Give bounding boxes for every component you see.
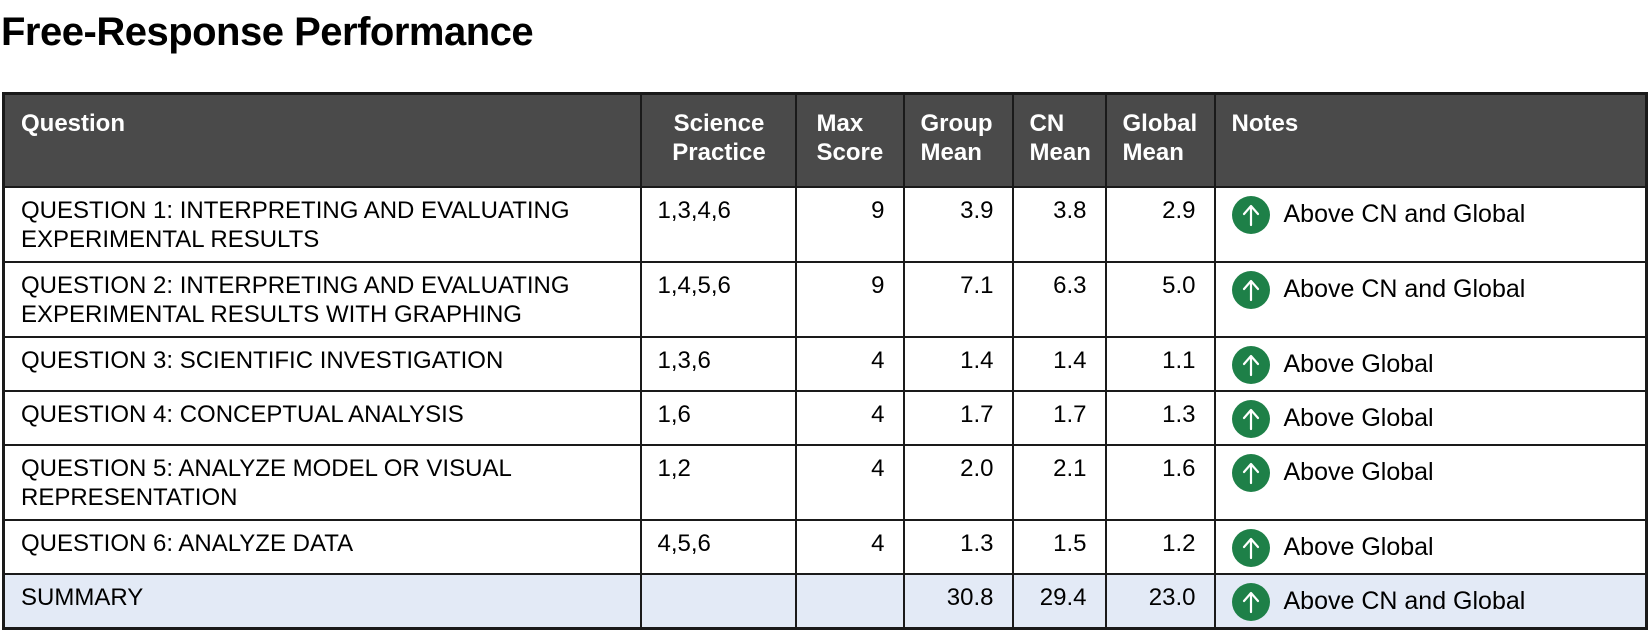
arrow-up-icon: [1231, 582, 1270, 621]
question-cell: QUESTION 4: CONCEPTUAL ANALYSIS: [2, 389, 642, 446]
header-global-mean: Global Mean: [1104, 92, 1216, 188]
header-max-score: Max Score: [794, 92, 905, 188]
notes-cell: Above Global: [1213, 335, 1648, 392]
header-notes: Notes: [1213, 92, 1648, 188]
science-practice-cell: 1,2: [639, 443, 797, 521]
arrow-up-icon: [1231, 528, 1270, 567]
summary-row: SUMMARY 30.8 29.4 23.0 Above CN and Global: [2, 572, 1648, 629]
note-text: Above Global: [1283, 458, 1434, 486]
header-science-practice: Science Practice: [639, 92, 797, 188]
page-title: Free-Response Performance: [1, 10, 534, 54]
header-row: Question Science Practice Max Score Group M…: [2, 92, 1648, 188]
header-cn-mean: CN Mean: [1011, 92, 1107, 188]
global-mean-cell: 1.1: [1104, 335, 1216, 392]
table-row: QUESTION 2: INTERPRETING AND EVALUATING …: [2, 260, 1648, 338]
note-text: Above Global: [1283, 533, 1434, 561]
question-cell: QUESTION 2: INTERPRETING AND EVALUATING …: [2, 260, 642, 338]
group-mean-cell: 3.9: [902, 185, 1014, 263]
science-practice-cell: 1,3,4,6: [639, 185, 797, 263]
note: Above CN and Global: [1231, 195, 1628, 234]
max-score-cell: [794, 572, 905, 629]
cn-mean-cell: 3.8: [1011, 185, 1107, 263]
notes-cell: Above CN and Global: [1213, 185, 1648, 263]
notes-cell: Above Global: [1213, 518, 1648, 575]
global-mean-cell: 1.6: [1104, 443, 1216, 521]
note: Above CN and Global: [1231, 270, 1628, 309]
note-text: Above Global: [1283, 350, 1434, 378]
arrow-up-icon: [1231, 195, 1270, 234]
note: Above Global: [1231, 528, 1628, 567]
table-row: QUESTION 5: ANALYZE MODEL OR VISUAL REPR…: [2, 443, 1648, 521]
notes-cell: Above Global: [1213, 389, 1648, 446]
max-score-cell: 9: [794, 260, 905, 338]
max-score-cell: 4: [794, 335, 905, 392]
arrow-up-icon: [1231, 399, 1270, 438]
cn-mean-cell: 6.3: [1011, 260, 1107, 338]
arrow-up-icon: [1231, 270, 1270, 309]
arrow-up-icon: [1231, 453, 1270, 492]
cn-mean-cell: 1.5: [1011, 518, 1107, 575]
global-mean-cell: 1.3: [1104, 389, 1216, 446]
question-cell: QUESTION 1: INTERPRETING AND EVALUATING …: [2, 185, 642, 263]
table-row: QUESTION 4: CONCEPTUAL ANALYSIS 1,6 4 1.7 1.…: [2, 389, 1648, 446]
note: Above CN and Global: [1231, 582, 1628, 621]
free-response-table: Question Science Practice Max Score Group M…: [2, 92, 1648, 630]
note-text: Above Global: [1283, 404, 1434, 432]
global-mean-cell: 2.9: [1104, 185, 1216, 263]
notes-cell: Above CN and Global: [1213, 572, 1648, 629]
question-cell: QUESTION 3: SCIENTIFIC INVESTIGATION: [2, 335, 642, 392]
global-mean-cell: 1.2: [1104, 518, 1216, 575]
header-group-mean: Group Mean: [902, 92, 1014, 188]
arrow-up-icon: [1231, 345, 1270, 384]
note: Above Global: [1231, 345, 1628, 384]
note-text: Above CN and Global: [1283, 587, 1526, 615]
group-mean-cell: 1.3: [902, 518, 1014, 575]
summary-label: SUMMARY: [2, 572, 642, 629]
science-practice-cell: [639, 572, 797, 629]
group-mean-cell: 1.4: [902, 335, 1014, 392]
cn-mean-cell: 2.1: [1011, 443, 1107, 521]
cn-mean-cell: 29.4: [1011, 572, 1107, 629]
table-row: QUESTION 6: ANALYZE DATA 4,5,6 4 1.3 1.5 1.2 A…: [2, 518, 1648, 575]
notes-cell: Above CN and Global: [1213, 260, 1648, 338]
science-practice-cell: 1,6: [639, 389, 797, 446]
cn-mean-cell: 1.7: [1011, 389, 1107, 446]
question-cell: QUESTION 5: ANALYZE MODEL OR VISUAL REPR…: [2, 443, 642, 521]
note-text: Above CN and Global: [1283, 200, 1526, 228]
science-practice-cell: 1,3,6: [639, 335, 797, 392]
note: Above Global: [1231, 453, 1628, 492]
group-mean-cell: 2.0: [902, 443, 1014, 521]
max-score-cell: 4: [794, 443, 905, 521]
table-row: QUESTION 3: SCIENTIFIC INVESTIGATION 1,3,…: [2, 335, 1648, 392]
note-text: Above CN and Global: [1283, 275, 1526, 303]
group-mean-cell: 1.7: [902, 389, 1014, 446]
science-practice-cell: 1,4,5,6: [639, 260, 797, 338]
global-mean-cell: 5.0: [1104, 260, 1216, 338]
cn-mean-cell: 1.4: [1011, 335, 1107, 392]
group-mean-cell: 30.8: [902, 572, 1014, 629]
science-practice-cell: 4,5,6: [639, 518, 797, 575]
table-row: QUESTION 1: INTERPRETING AND EVALUATING …: [2, 185, 1648, 263]
group-mean-cell: 7.1: [902, 260, 1014, 338]
notes-cell: Above Global: [1213, 443, 1648, 521]
table-container: Question Science Practice Max Score Group M…: [2, 92, 1648, 630]
question-cell: QUESTION 6: ANALYZE DATA: [2, 518, 642, 575]
header-question: Question: [2, 92, 642, 188]
note: Above Global: [1231, 399, 1628, 438]
max-score-cell: 9: [794, 185, 905, 263]
max-score-cell: 4: [794, 518, 905, 575]
max-score-cell: 4: [794, 389, 905, 446]
global-mean-cell: 23.0: [1104, 572, 1216, 629]
